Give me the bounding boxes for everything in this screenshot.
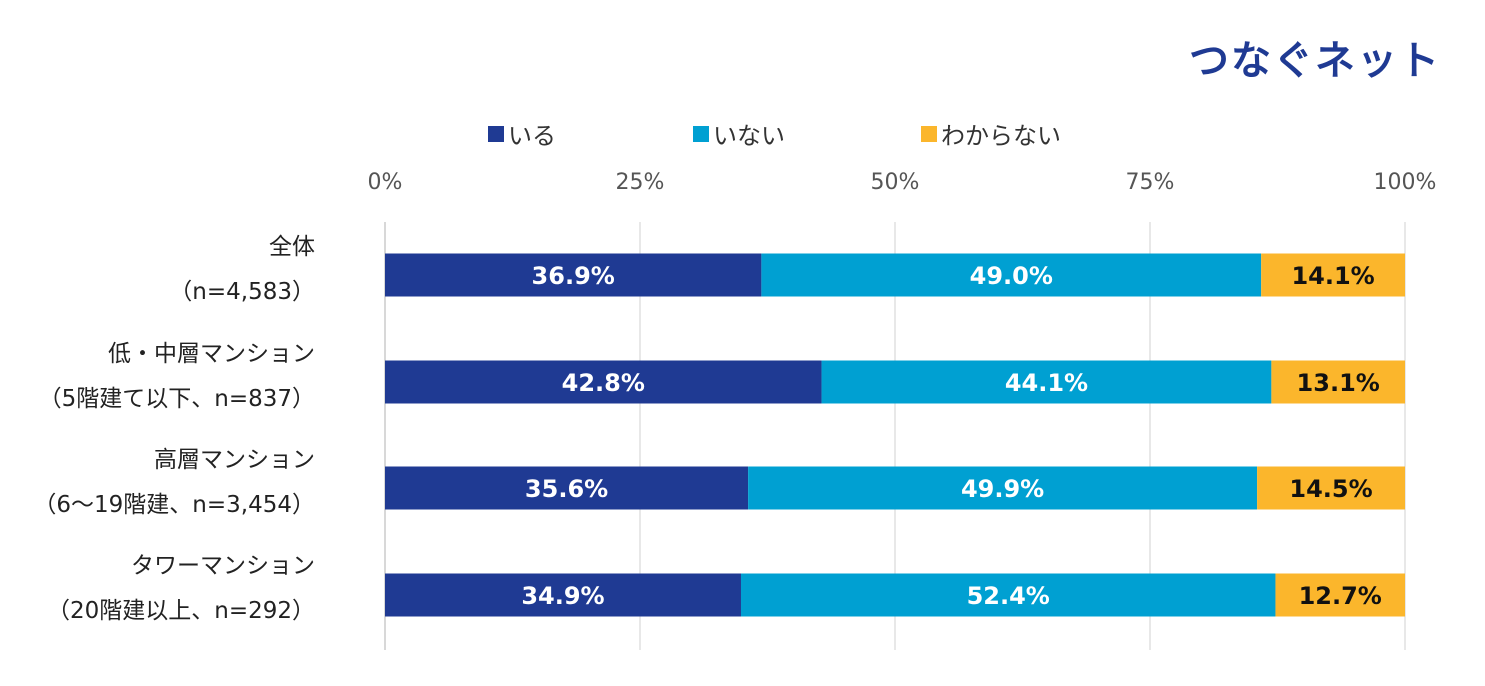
bar-segment-2-0	[385, 466, 749, 510]
bar-segment-0-2	[1261, 253, 1405, 297]
bar-label-2-1: 49.9%	[961, 475, 1044, 503]
bar-segment-3-2	[1275, 573, 1405, 617]
brand-logo: つなぐネット	[1189, 38, 1441, 84]
bar-label-1-2: 13.1%	[1297, 369, 1380, 397]
x-tick-100: 100%	[1373, 170, 1437, 195]
category-label-0-line2: （n=4,583）	[169, 279, 315, 305]
x-tick-50: 50%	[870, 170, 920, 195]
bar-label-1-1: 44.1%	[1005, 369, 1088, 397]
category-label-3: タワーマンション （20階建以上、n=292）	[47, 555, 315, 623]
category-label-1-line1: 低・中層マンション	[108, 341, 315, 367]
bar-label-2-2: 14.5%	[1289, 475, 1372, 503]
bar-label-0-2: 14.1%	[1291, 262, 1374, 290]
category-label-0-line1: 全体	[269, 234, 315, 260]
category-label-3-line2: （20階建以上、n=292）	[46, 598, 315, 624]
bar-segment-3-1	[740, 573, 1276, 617]
legend-item-iru: いる	[488, 116, 556, 151]
bar-label-0-0: 36.9%	[532, 262, 615, 290]
bar-segment-3-0	[385, 573, 741, 617]
legend-item-wakaranai: わからない	[921, 116, 1061, 151]
legend-label-inai: いない	[713, 122, 785, 150]
bar-segment-2-2	[1257, 466, 1405, 510]
category-label-2-line1: 高層マンション	[154, 447, 315, 473]
legend-item-inai: いない	[693, 116, 785, 151]
bar-label-3-2: 12.7%	[1299, 582, 1382, 610]
bar-label-3-1: 52.4%	[967, 582, 1050, 610]
category-label-0: 全体 （n=4,583）	[169, 236, 315, 304]
category-label-1-line2: （5階建て以下、n=837）	[38, 386, 315, 412]
bar-segment-1-0	[385, 360, 822, 404]
x-tick-25: 25%	[615, 170, 665, 195]
category-label-3-line1: タワーマンション	[131, 553, 315, 579]
bar-segment-0-0	[385, 253, 762, 297]
bar-segment-0-1	[761, 253, 1262, 297]
bar-label-3-0: 34.9%	[521, 582, 604, 610]
bar-segment-2-1	[748, 466, 1258, 510]
category-label-1: 低・中層マンション （5階建て以下、n=837）	[39, 343, 315, 411]
bar-segment-1-1	[821, 360, 1272, 404]
bar-label-0-1: 49.0%	[970, 262, 1053, 290]
legend-swatch-inai	[693, 125, 709, 142]
legend-label-wakaranai: わからない	[941, 122, 1061, 150]
category-label-2: 高層マンション （6～19階建、n=3,454）	[33, 449, 315, 517]
bar-label-1-0: 42.8%	[562, 369, 645, 397]
bar-segment-1-2	[1271, 360, 1405, 404]
category-label-2-line2: （6～19階建、n=3,454）	[33, 492, 315, 518]
x-tick-75: 75%	[1125, 170, 1175, 195]
x-tick-0: 0%	[367, 170, 403, 195]
legend-label-iru: いる	[508, 122, 556, 150]
legend-swatch-iru	[488, 125, 504, 142]
bar-label-2-0: 35.6%	[525, 475, 608, 503]
legend-swatch-wakaranai	[921, 125, 937, 142]
